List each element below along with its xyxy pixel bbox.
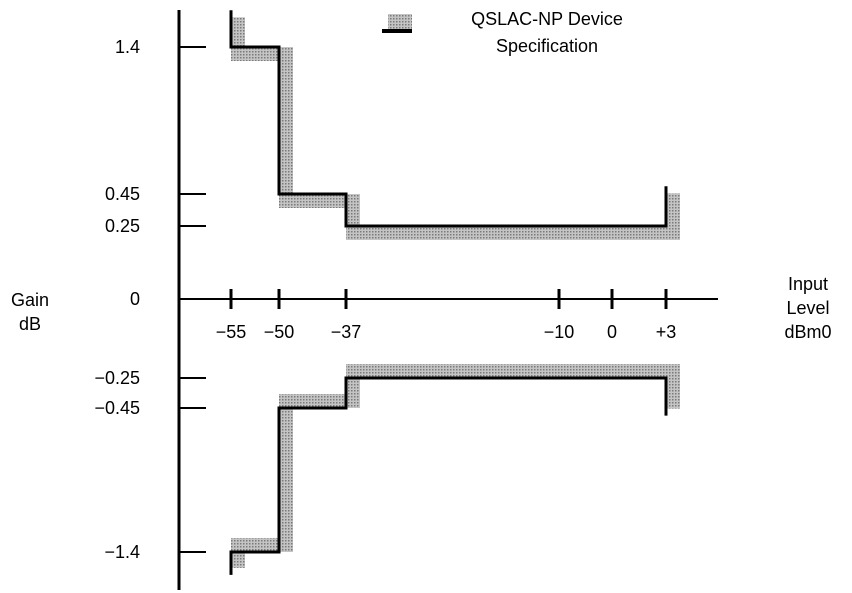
limit-lines <box>229 10 668 575</box>
legend-label-line2: Specification <box>496 36 598 56</box>
x-axis-title-line1: Input <box>788 274 828 294</box>
x-axis-title-line2: Level <box>786 298 829 318</box>
x-tick-label: +3 <box>656 322 677 342</box>
y-axis-title-line2: dB <box>19 314 41 334</box>
y-tick-label: −0.45 <box>94 398 140 418</box>
y-tick-label: 0 <box>130 289 140 309</box>
legend: QSLAC-NP Device Specification <box>382 9 623 56</box>
y-tick-label: 0.45 <box>105 184 140 204</box>
x-ticks: −55 −50 −37 −10 0 +3 <box>216 289 677 342</box>
legend-swatch <box>388 14 412 32</box>
y-tick-label: 0.25 <box>105 216 140 236</box>
x-tick-label: −50 <box>264 322 295 342</box>
y-tick-label: −0.25 <box>94 368 140 388</box>
x-tick-label: −55 <box>216 322 247 342</box>
y-ticks: 1.4 0.45 0.25 0 −0.25 −0.45 −1.4 <box>94 37 206 562</box>
legend-label-line1: QSLAC-NP Device <box>471 9 623 29</box>
legend-swatch-line <box>382 29 412 33</box>
limit-line-lower-limit <box>229 376 668 575</box>
x-tick-label: 0 <box>607 322 617 342</box>
limit-shade-lower-limit <box>231 364 680 568</box>
x-tick-label: −37 <box>331 322 362 342</box>
limit-shade-upper-limit <box>231 17 680 240</box>
y-tick-label: 1.4 <box>115 37 140 57</box>
shade-layer <box>231 17 680 568</box>
x-tick-label: −10 <box>544 322 575 342</box>
y-tick-label: −1.4 <box>104 542 140 562</box>
y-axis-title-line1: Gain <box>11 290 49 310</box>
x-axis-title-line3: dBm0 <box>784 322 831 342</box>
limit-line-upper-limit <box>229 10 668 228</box>
